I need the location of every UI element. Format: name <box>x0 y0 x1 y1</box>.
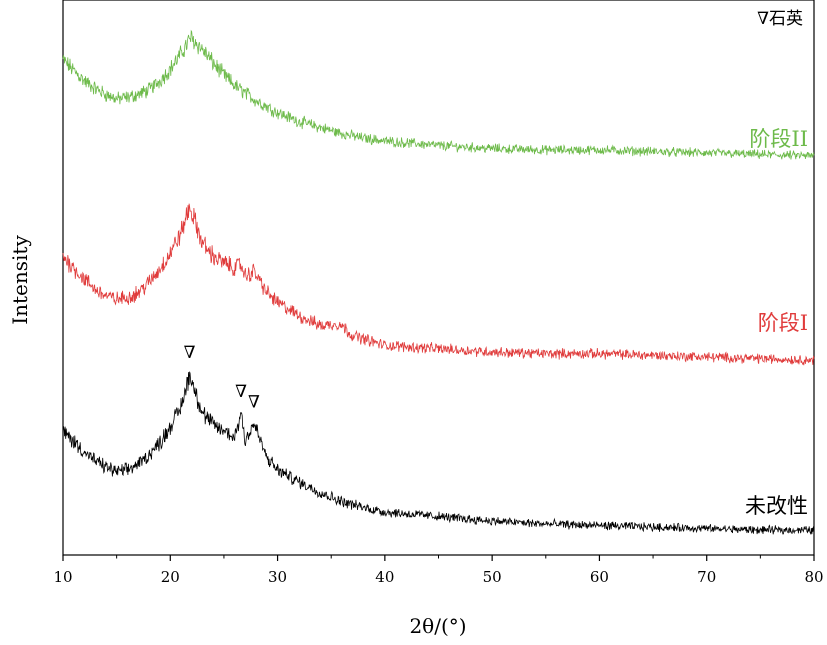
quartz-marker: ∇ <box>248 393 260 413</box>
x-tick-label: 60 <box>590 568 609 586</box>
series-line <box>62 203 815 366</box>
x-tick-label: 70 <box>697 568 716 586</box>
x-tick-label: 80 <box>804 568 823 586</box>
quartz-marker: ∇ <box>235 382 247 402</box>
x-tick-label: 50 <box>483 568 502 586</box>
series-line <box>62 371 815 536</box>
series-label: 阶段II <box>749 127 808 151</box>
quartz-markers: ∇∇∇ <box>184 343 260 413</box>
plot-frame <box>62 0 815 556</box>
x-axis-ticks: 10 20 30 40 50 60 70 80 <box>53 555 824 586</box>
x-tick-label: 40 <box>375 568 394 586</box>
series-label: 阶段I <box>758 311 808 335</box>
series-layer <box>62 29 815 536</box>
legend-quartz: ∇石英 <box>757 9 803 29</box>
x-tick-label: 10 <box>53 568 72 586</box>
x-tick-label: 30 <box>268 568 287 586</box>
x-axis-label: 2θ/(°) <box>409 614 466 638</box>
quartz-marker: ∇ <box>184 343 196 363</box>
series-labels: 阶段II 阶段I 未改性 <box>745 127 808 518</box>
series-label: 未改性 <box>745 494 808 518</box>
y-axis-label: Intensity <box>8 235 32 325</box>
series-line <box>62 29 815 160</box>
x-tick-label: 20 <box>161 568 180 586</box>
